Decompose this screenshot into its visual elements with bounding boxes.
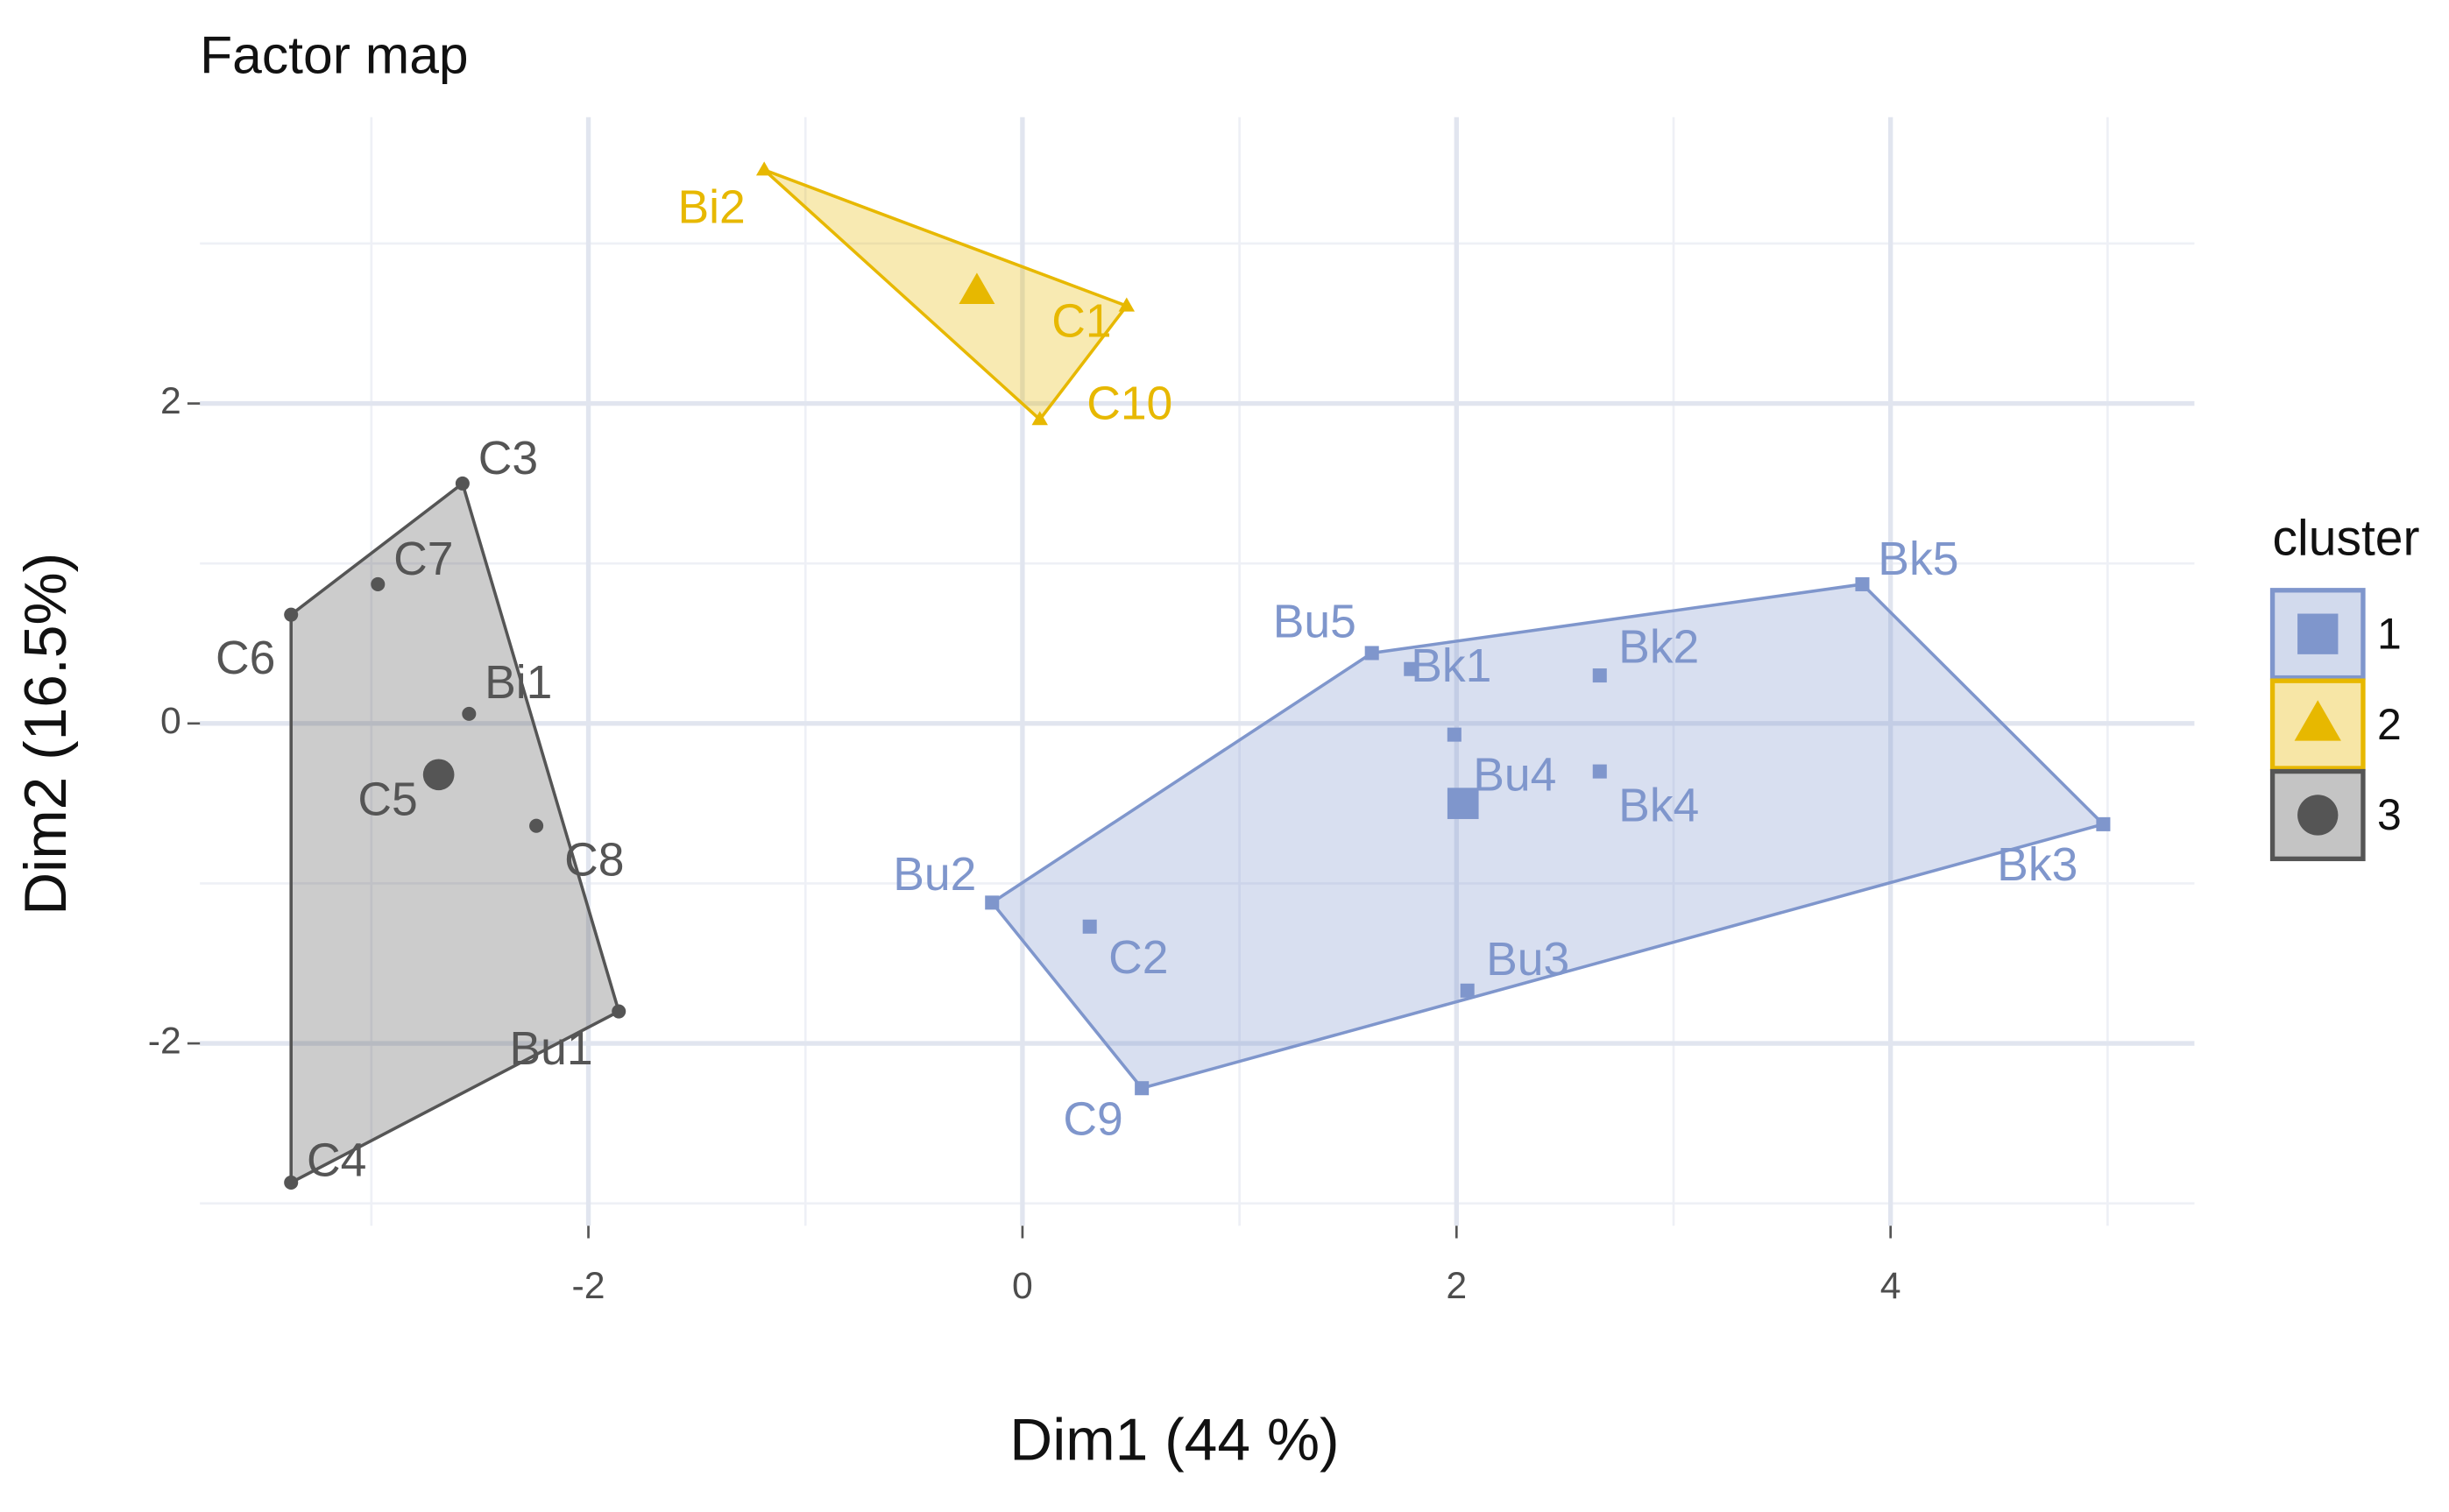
x-tick-label: -2 xyxy=(572,1265,605,1307)
cluster-hull xyxy=(989,583,2106,1091)
point-label: C3 xyxy=(478,433,538,484)
point-label: Bk5 xyxy=(1878,533,1958,585)
point xyxy=(462,706,477,721)
legend-label: 3 xyxy=(2377,790,2402,839)
point xyxy=(1364,646,1379,661)
point-label: C9 xyxy=(1063,1094,1122,1146)
legend-symbol xyxy=(2297,795,2339,836)
point-label: C6 xyxy=(216,632,275,684)
point xyxy=(1592,764,1607,779)
cluster-center xyxy=(1447,788,1479,819)
point-label: Bu3 xyxy=(1486,934,1569,986)
legend-symbol xyxy=(2297,613,2339,654)
point xyxy=(284,1175,299,1190)
point-label: C1 xyxy=(1051,296,1111,348)
point xyxy=(1447,727,1462,742)
point-label: C5 xyxy=(357,774,417,825)
legend: 1 2 3 xyxy=(2269,588,2402,862)
legend-label: 1 xyxy=(2377,609,2402,658)
marks: Bu5 Bk1 Bu4 Bk2 Bk4 Bk3 Bu2 C2 Bu3 C9 Bk5 Bi2 C1 C10 C… xyxy=(216,161,2111,1190)
cluster-hull xyxy=(762,168,1129,422)
point-label: C7 xyxy=(393,533,453,585)
point xyxy=(455,476,470,491)
point-label: Bu1 xyxy=(509,1023,592,1075)
point xyxy=(2096,816,2111,831)
point xyxy=(985,895,1000,910)
point xyxy=(1460,983,1475,998)
point-label: C4 xyxy=(307,1135,366,1187)
point xyxy=(1082,919,1097,934)
x-tick-label: 4 xyxy=(1880,1265,1901,1307)
y-axis-title: Dim2 (16.5%) xyxy=(13,553,79,915)
chart-title: Factor map xyxy=(200,25,468,85)
point xyxy=(1592,668,1607,683)
point xyxy=(284,607,299,622)
grid: -2 0 2 4 -2 0 2 xyxy=(148,117,2195,1307)
point-label: C2 xyxy=(1108,932,1168,984)
point-label: Bi1 xyxy=(485,657,552,709)
point xyxy=(1118,297,1136,312)
cluster-center xyxy=(422,759,455,791)
legend-symbol xyxy=(2294,700,2341,741)
point-label: Bu5 xyxy=(1273,597,1356,648)
plot-panel xyxy=(200,117,2195,1226)
point xyxy=(612,1004,626,1019)
point-label: Bi2 xyxy=(677,181,745,233)
cluster-center xyxy=(959,272,995,305)
x-axis-title: Dim1 (44 %) xyxy=(1009,1408,1339,1473)
point-label: Bu2 xyxy=(893,849,976,901)
point-label: Bu4 xyxy=(1473,750,1556,802)
point-label: Bk2 xyxy=(1618,622,1699,674)
hulls xyxy=(289,168,2106,1185)
x-tick-label: 0 xyxy=(1012,1265,1033,1307)
y-tick-label: -2 xyxy=(148,1020,181,1062)
x-tick-label: 2 xyxy=(1446,1265,1467,1307)
legend-title: cluster xyxy=(2273,511,2420,567)
point xyxy=(1135,1081,1150,1096)
point-label: C10 xyxy=(1086,378,1172,430)
y-tick-label: 0 xyxy=(160,700,181,742)
point-label: C8 xyxy=(564,835,624,887)
point xyxy=(1404,661,1419,676)
y-tick-label: 2 xyxy=(160,380,181,422)
point-label: Bk4 xyxy=(1618,781,1699,832)
point xyxy=(1855,576,1870,591)
point xyxy=(529,818,544,833)
legend-label: 2 xyxy=(2377,700,2402,749)
point xyxy=(371,576,386,591)
point-label: Bk3 xyxy=(1997,839,2077,891)
point xyxy=(1031,411,1048,426)
point-label: Bk1 xyxy=(1411,640,1491,692)
point xyxy=(755,161,773,176)
